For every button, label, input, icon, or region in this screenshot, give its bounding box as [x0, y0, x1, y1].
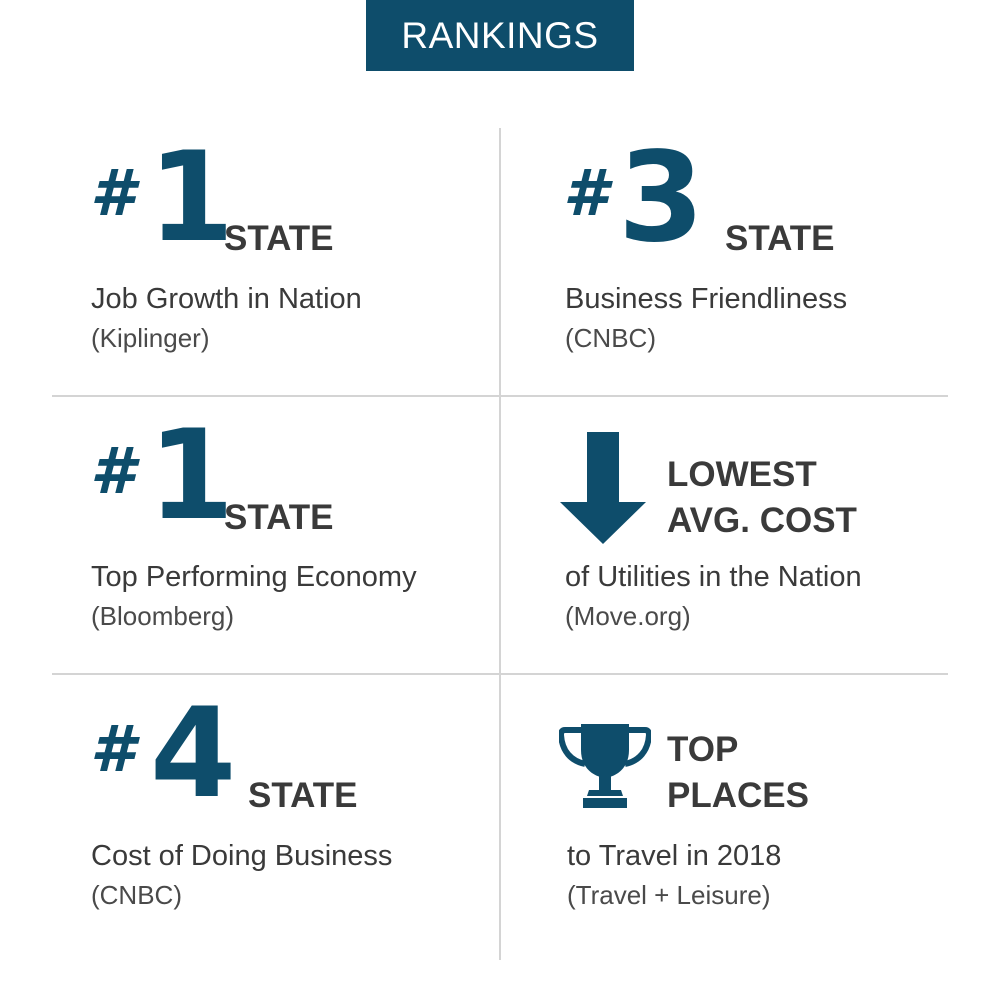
rank-label: STATE [725, 219, 835, 258]
ranking-description: Top Performing Economy [91, 561, 417, 593]
rank-number: 1 [148, 126, 234, 270]
title-banner: RANKINGS [366, 0, 634, 71]
ranking-description: of Utilities in the Nation [565, 561, 862, 593]
headline-line-1: LOWEST [667, 455, 817, 494]
hash-symbol: # [563, 157, 608, 231]
hash-symbol: # [90, 713, 135, 787]
rank-label: STATE [248, 776, 358, 815]
down-arrow-icon [560, 432, 646, 549]
page-title: RANKINGS [401, 14, 599, 56]
ranking-description: Job Growth in Nation [91, 283, 362, 315]
ranking-source: (Travel + Leisure) [567, 880, 771, 910]
hash-symbol: # [90, 157, 135, 231]
ranking-source: (Move.org) [565, 601, 691, 631]
headline-line-2: PLACES [667, 776, 809, 815]
horizontal-divider-2 [52, 673, 948, 675]
rank-number: 1 [148, 404, 234, 548]
rank-number: 4 [150, 682, 236, 826]
vertical-divider [499, 128, 501, 960]
ranking-description: Business Friendliness [565, 283, 848, 315]
ranking-source: (Kiplinger) [91, 323, 210, 353]
trophy-icon [558, 720, 652, 813]
headline-line-2: AVG. COST [667, 501, 857, 540]
rank-label: STATE [224, 219, 334, 258]
rank-label: STATE [224, 498, 334, 537]
ranking-source: (CNBC) [91, 880, 182, 910]
rank-number: 3 [618, 126, 704, 270]
ranking-source: (Bloomberg) [91, 601, 235, 631]
hash-symbol: # [90, 435, 135, 509]
headline-line-1: TOP [667, 730, 739, 769]
ranking-description: to Travel in 2018 [567, 840, 782, 872]
ranking-description: Cost of Doing Business [91, 840, 393, 872]
horizontal-divider-1 [52, 395, 948, 397]
ranking-source: (CNBC) [565, 323, 656, 353]
